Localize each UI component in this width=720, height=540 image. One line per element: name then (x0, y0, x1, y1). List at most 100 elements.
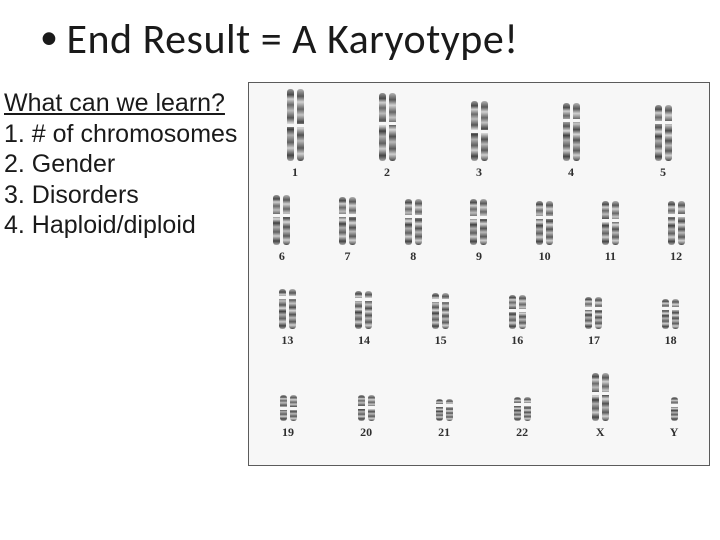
chromosome-pair (273, 193, 290, 245)
left-item-4: 4. Haploid/diploid (4, 211, 196, 239)
chromosome-cell-6: 6 (273, 193, 290, 264)
chromosome-pair (379, 89, 396, 161)
karyotype-figure: 12345678910111213141516171819202122XY (248, 82, 710, 466)
slide-title: •End Result = A Karyotype! (40, 14, 518, 65)
chromosome-pair (436, 377, 453, 421)
chromosome-icon (665, 105, 672, 161)
chromosome-label: 2 (384, 165, 390, 180)
chromosome-label: 5 (660, 165, 666, 180)
chromosome-icon (297, 89, 304, 161)
chromosome-icon (470, 199, 477, 245)
chromosome-icon (368, 395, 375, 421)
chromosome-icon (668, 201, 675, 245)
chromosome-label: 6 (279, 249, 285, 264)
chromosome-icon (290, 395, 297, 421)
chromosome-pair (339, 193, 356, 245)
chromosome-icon (671, 397, 678, 421)
chromosome-cell-9: 9 (470, 193, 487, 264)
chromosome-icon (415, 199, 422, 245)
chromosome-pair (662, 287, 679, 329)
chromosome-label: 10 (539, 249, 551, 264)
chromosome-icon (573, 103, 580, 161)
chromosome-label: 4 (568, 165, 574, 180)
chromosome-label: Y (670, 425, 679, 440)
chromosome-icon (563, 103, 570, 161)
chromosome-pair (470, 193, 487, 245)
chromosome-icon (595, 297, 602, 329)
chromosome-cell-18: 18 (662, 287, 679, 348)
chromosome-pair (358, 377, 375, 421)
chromosome-pair (655, 89, 672, 161)
chromosome-icon (446, 399, 453, 421)
chromosome-pair (602, 193, 619, 245)
chromosome-icon (524, 397, 531, 421)
chromosome-cell-21: 21 (436, 377, 453, 440)
chromosome-icon (442, 293, 449, 329)
chromosome-cell-12: 12 (668, 193, 685, 264)
chromosome-cell-5: 5 (655, 89, 672, 180)
chromosome-icon (514, 397, 521, 421)
chromosome-icon (436, 399, 443, 421)
chromosome-icon (662, 299, 669, 329)
chromosome-icon (546, 201, 553, 245)
chromosome-pair (280, 377, 297, 421)
karyotype-row: 19 20 21 22 X Y (249, 377, 709, 440)
chromosome-label: 13 (281, 333, 293, 348)
chromosome-icon (678, 201, 685, 245)
chromosome-cell-15: 15 (432, 287, 449, 348)
left-item-1: 1. # of chromosomes (4, 120, 237, 148)
left-item-2: 2. Gender (4, 150, 115, 178)
chromosome-label: 22 (516, 425, 528, 440)
chromosome-icon (481, 101, 488, 161)
chromosome-label: 7 (345, 249, 351, 264)
chromosome-pair (671, 377, 678, 421)
chromosome-cell-14: 14 (355, 287, 372, 348)
chromosome-pair (668, 193, 685, 245)
chromosome-pair (592, 377, 609, 421)
chromosome-icon (358, 395, 365, 421)
chromosome-label: 17 (588, 333, 600, 348)
chromosome-pair (279, 287, 296, 329)
slide: •End Result = A Karyotype! What can we l… (0, 0, 720, 540)
chromosome-cell-11: 11 (602, 193, 619, 264)
chromosome-pair (355, 287, 372, 329)
chromosome-label: 14 (358, 333, 370, 348)
chromosome-cell-17: 17 (585, 287, 602, 348)
chromosome-icon (480, 199, 487, 245)
chromosome-pair (536, 193, 553, 245)
left-text-block: What can we learn? 1. # of chromosomes 2… (4, 88, 237, 241)
chromosome-label: 1 (292, 165, 298, 180)
chromosome-cell-4: 4 (563, 89, 580, 180)
chromosome-cell-X: X (592, 377, 609, 440)
chromosome-icon (536, 201, 543, 245)
chromosome-label: 21 (438, 425, 450, 440)
chromosome-cell-20: 20 (358, 377, 375, 440)
chromosome-icon (279, 289, 286, 329)
chromosome-icon (287, 89, 294, 161)
chromosome-label: 19 (282, 425, 294, 440)
karyotype-row: 13 14 15 16 17 18 (249, 287, 709, 348)
chromosome-cell-7: 7 (339, 193, 356, 264)
chromosome-pair (563, 89, 580, 161)
chromosome-icon (432, 293, 439, 329)
chromosome-cell-3: 3 (471, 89, 488, 180)
chromosome-icon (672, 299, 679, 329)
chromosome-icon (273, 195, 280, 245)
chromosome-label: 9 (476, 249, 482, 264)
chromosome-label: 15 (435, 333, 447, 348)
chromosome-cell-Y: Y (670, 377, 679, 440)
chromosome-icon (289, 289, 296, 329)
chromosome-cell-1: 1 (287, 89, 304, 180)
chromosome-pair (432, 287, 449, 329)
chromosome-icon (379, 93, 386, 161)
chromosome-icon (602, 201, 609, 245)
chromosome-pair (585, 287, 602, 329)
chromosome-icon (283, 195, 290, 245)
chromosome-pair (514, 377, 531, 421)
chromosome-cell-19: 19 (280, 377, 297, 440)
chromosome-icon (592, 373, 599, 421)
title-text: End Result = A Karyotype! (66, 14, 518, 65)
chromosome-cell-16: 16 (509, 287, 526, 348)
chromosome-icon (519, 295, 526, 329)
chromosome-pair (471, 89, 488, 161)
